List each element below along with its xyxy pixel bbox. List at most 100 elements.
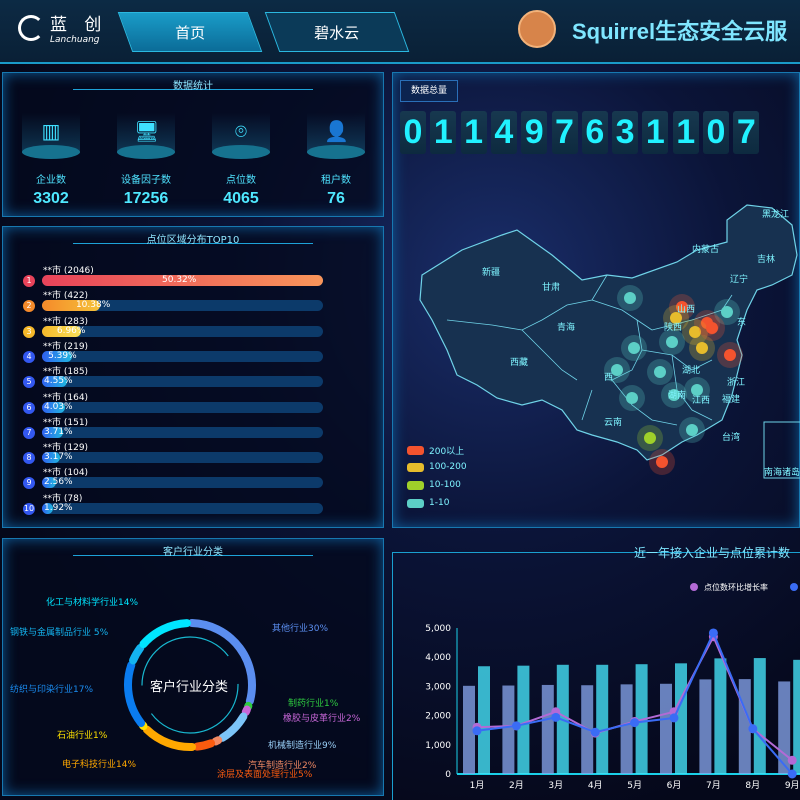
map-point[interactable] (724, 349, 736, 361)
rank-badge: 2 (23, 300, 35, 313)
map-point[interactable] (624, 292, 636, 304)
progress-fill (42, 426, 63, 438)
map-point[interactable] (689, 326, 701, 338)
total-digit: 0 (400, 111, 426, 154)
region-row: **市 (219) 4 5.39% (21, 339, 326, 364)
header: 蓝 创 Lanchuang 首页 碧水云 Squirrel生态安全云服 (0, 0, 800, 64)
donut-segment[interactable] (129, 643, 145, 665)
percent-label: 2.56% (44, 477, 73, 488)
bar-series-1 (620, 684, 633, 774)
segment-label: 橡胶与皮革行业2% (283, 714, 361, 724)
logo-en: Lanchuang (50, 35, 100, 45)
map-point[interactable] (654, 366, 666, 378)
region-row: **市 (185) 5 4.55% (21, 364, 326, 389)
total-digit: 7 (733, 111, 760, 154)
legend-swatch (407, 446, 424, 455)
bar-series-1 (699, 679, 712, 774)
rank-badge: 1 (23, 275, 35, 287)
map-point[interactable] (666, 336, 678, 348)
segment-label: 其他行业30% (272, 624, 329, 634)
line-point (590, 727, 600, 737)
panel-title: 客户行业分类 (163, 547, 223, 558)
map-point[interactable] (644, 432, 656, 444)
donut-segment[interactable] (241, 705, 251, 717)
divider (73, 243, 313, 244)
percent-label: 10.38% (75, 300, 111, 311)
map-point[interactable] (696, 342, 708, 354)
donut-segment[interactable] (124, 661, 146, 728)
region-name: **市 (78) (43, 493, 83, 504)
total-digit: 9 (521, 111, 548, 154)
panel-title: 点位区域分布TOP10 (146, 235, 240, 246)
tab-home[interactable]: 首页 (117, 12, 263, 52)
tab-label: 碧水云 (314, 23, 360, 42)
donut-segment[interactable] (211, 736, 223, 746)
divider (73, 89, 313, 90)
map-point[interactable] (656, 456, 668, 468)
divider (73, 555, 313, 556)
province-label: 陕西 (664, 323, 683, 333)
map-point[interactable] (691, 384, 703, 396)
x-tick-label: 2月 (509, 780, 524, 791)
y-tick-label: 5,000 (425, 624, 451, 634)
map-point[interactable] (670, 312, 682, 324)
tab-label: 首页 (174, 23, 205, 42)
china-map[interactable] (392, 180, 800, 520)
legend-label: 1-10 (429, 498, 450, 508)
progress-track: 3.71% (42, 426, 323, 438)
region-row: **市 (129) 8 3.17% (21, 440, 326, 465)
province-label: 甘肃 (542, 283, 561, 293)
legend-label: 200以上 (429, 447, 465, 457)
progress-track: 50.32% (42, 275, 323, 286)
progress-fill (42, 502, 53, 514)
map-legend-item[interactable]: 1-10 (407, 498, 449, 508)
map-point[interactable] (721, 306, 733, 318)
map-legend-item[interactable]: 200以上 (407, 444, 464, 457)
squirrel-mascot-logo (518, 10, 556, 48)
tab-bishuiyun[interactable]: 碧水云 (264, 12, 410, 52)
map-point[interactable] (706, 322, 718, 334)
donut-segment[interactable] (187, 619, 256, 706)
map-point[interactable] (628, 342, 640, 354)
donut-segment[interactable] (142, 725, 197, 751)
rank-badge: 5 (23, 376, 35, 389)
line-point (630, 718, 640, 728)
legend-swatch (407, 480, 424, 490)
province-label: 山西 (677, 305, 696, 315)
map-point[interactable] (611, 364, 623, 376)
bar-series-2 (478, 666, 490, 774)
panel-title: 数据统计 (173, 81, 213, 92)
legend-swatch (407, 498, 424, 508)
region-name: **市 (185) (43, 367, 89, 378)
segment-label: 石油行业1% (57, 731, 108, 741)
map-legend-item[interactable]: 100-200 (407, 462, 467, 472)
province-label: 青海 (557, 323, 576, 333)
monthly-chart: 0 1,000 2,000 3,000 4,000 5,000 1月 2月 3月 4月 5月 6月 7月… (425, 582, 800, 791)
rank-badge: 9 (23, 477, 35, 490)
x-tick-label: 3月 (548, 780, 563, 791)
map-point[interactable] (626, 392, 638, 404)
region-name: **市 (422) (43, 291, 89, 302)
map-point[interactable] (668, 389, 680, 401)
region-row: **市 (151) 7 3.71% (21, 415, 326, 440)
total-label: 数据总量 (400, 80, 458, 102)
province-label: 福建 (722, 395, 741, 405)
user-icon: 👤 (324, 119, 349, 143)
donut-segment[interactable] (192, 739, 216, 751)
segment-label: 钢铁与金属制品行业 5% (10, 628, 109, 638)
map-legend-item[interactable]: 10-100 (407, 480, 461, 490)
donut-segment[interactable] (139, 619, 191, 649)
region-name: **市 (2046) (43, 266, 94, 276)
stat-label: 设备因子数 (121, 175, 171, 186)
percent-label: 4.55% (44, 376, 73, 387)
bar-series-2 (753, 658, 766, 774)
map-point[interactable] (686, 424, 698, 436)
x-tick-label: 6月 (667, 780, 682, 791)
province-label: 湖北 (682, 366, 701, 376)
donut-segment[interactable] (218, 712, 248, 742)
page-title: Squirrel生态安全云服 (572, 19, 788, 44)
province-label: 台湾 (722, 433, 741, 443)
line-point (511, 721, 521, 731)
legend-label: 100-200 (429, 462, 467, 472)
map-point[interactable] (676, 301, 688, 313)
